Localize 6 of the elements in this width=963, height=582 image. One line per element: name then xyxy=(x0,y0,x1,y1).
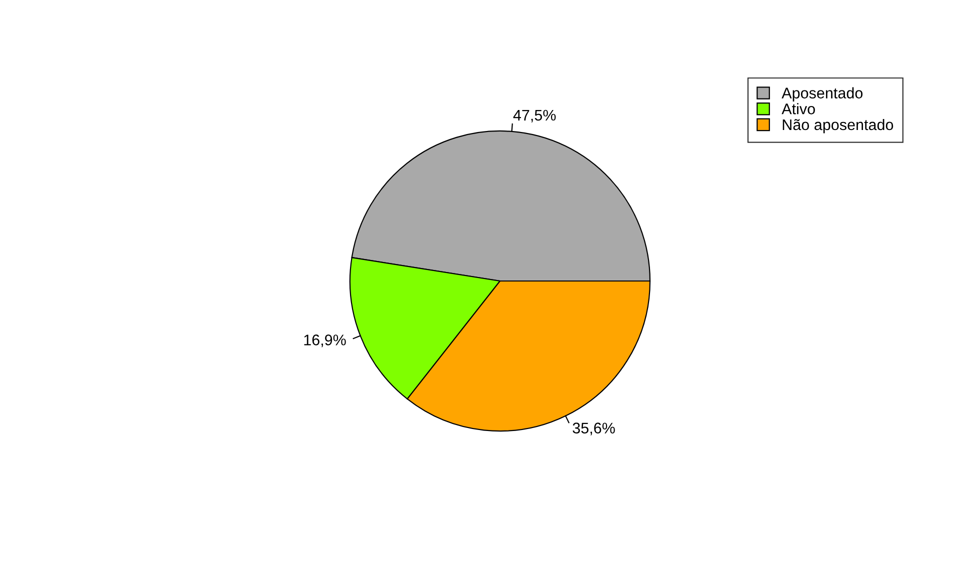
data-label: 35,6% xyxy=(572,422,615,436)
legend-label: Aposentado xyxy=(782,87,863,102)
data-label: 16,9% xyxy=(304,334,346,348)
legend-label: Ativo xyxy=(782,103,815,114)
data-label: 47,5% xyxy=(513,110,556,122)
legend-label: Não aposentado xyxy=(782,118,894,134)
